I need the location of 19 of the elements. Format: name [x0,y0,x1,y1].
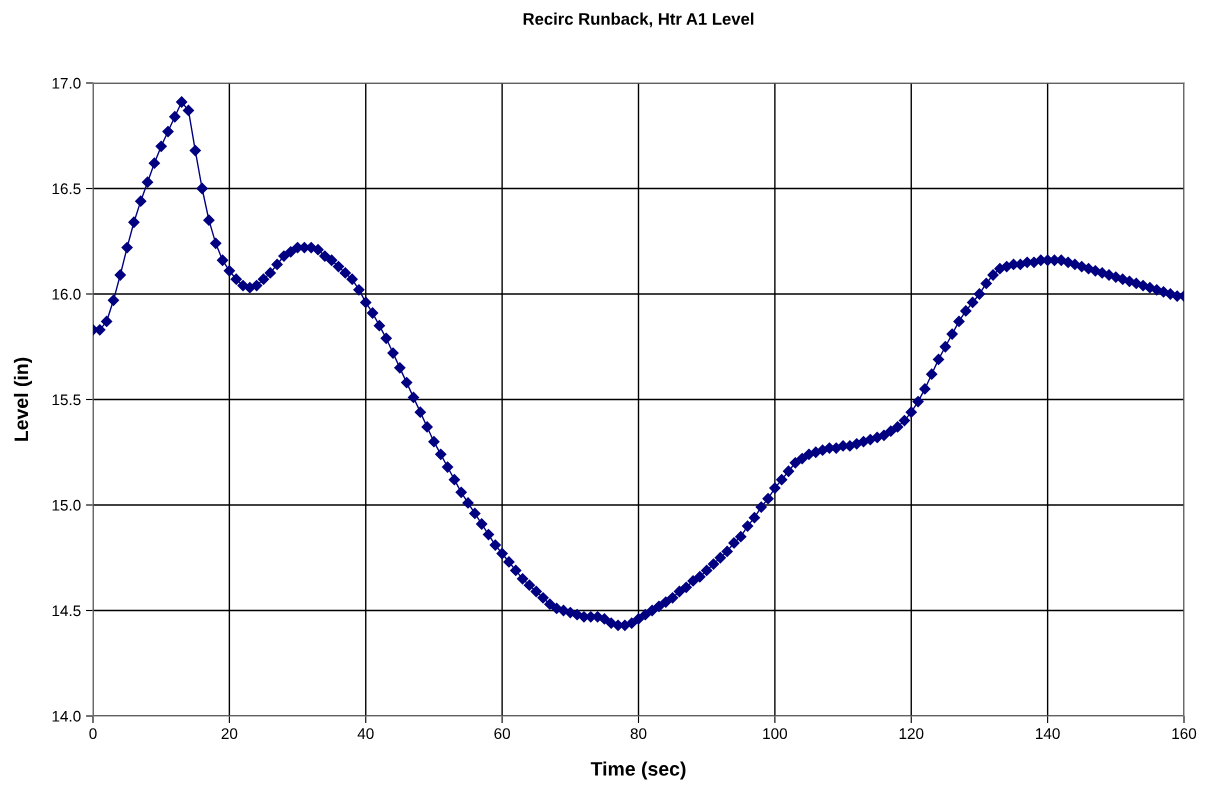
x-tick-label: 120 [899,728,924,740]
y-tick-label: 14.5 [52,605,81,617]
x-tick-label: 140 [1036,728,1060,740]
x-tick-label: 0 [89,728,97,740]
y-tick-label: 16.5 [52,183,81,195]
y-tick-label: 14.0 [52,710,81,722]
y-tick-label: 17.0 [52,77,81,89]
y-axis-title: Level (in) [13,357,33,441]
x-axis-title: Time (sec) [590,761,686,780]
y-tick-label: 15.0 [52,499,81,511]
x-tick-label: 160 [1172,728,1197,740]
chart-title: Recirc Runback, Htr A1 Level [523,12,754,28]
x-tick-label: 80 [630,728,647,740]
x-tick-label: 40 [357,728,374,740]
y-tick-label: 15.5 [52,394,81,406]
x-tick-label: 20 [221,728,238,740]
x-tick-label: 100 [763,728,788,740]
y-tick-label: 16.0 [52,288,81,300]
x-tick-label: 60 [494,728,511,740]
